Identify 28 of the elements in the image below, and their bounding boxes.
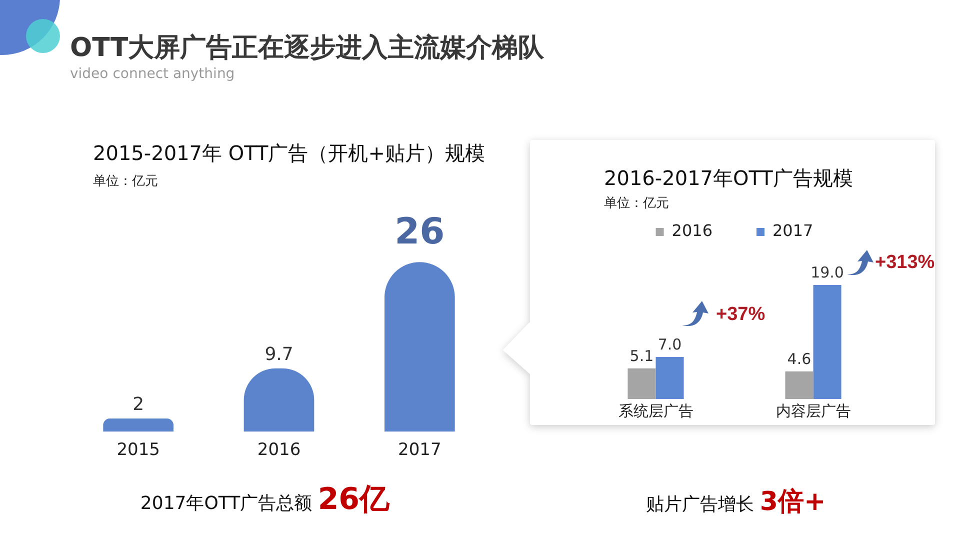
data-label: 4.6 (787, 350, 812, 368)
data-label: 5.1 (630, 346, 654, 365)
data-label: 7.0 (658, 335, 682, 354)
text: OTT大屏广告正在逐步进入主流媒介梯队 (70, 33, 544, 63)
bar (656, 357, 684, 399)
data-label: 2 (132, 394, 144, 416)
x-tick-label: 2015 (116, 440, 160, 460)
text: 2017年OTT广告总额 26亿 (140, 482, 390, 517)
chart-subtitle: 单位：亿元 (93, 174, 158, 189)
data-label: 9.7 (264, 344, 294, 366)
x-tick-label: 系统层广告 (618, 402, 694, 420)
chart-title: 2015-2017年 OTT广告（开机+贴片）规模 (93, 141, 485, 165)
chart-subtitle: 单位：亿元 (604, 196, 669, 211)
x-tick-label: 内容层广告 (776, 402, 851, 420)
data-label: 19.0 (810, 263, 844, 282)
bar (785, 371, 814, 399)
data-label: 26 (394, 211, 445, 252)
legend-label: 2016 (672, 221, 712, 240)
chart-title: 2016-2017年OTT广告规模 (604, 166, 853, 190)
text: 贴片广告增长 3倍+ (646, 487, 826, 517)
text: +313% (875, 252, 935, 273)
x-tick-label: 2016 (257, 440, 301, 460)
legend-label: 2017 (772, 221, 814, 240)
x-tick-label: 2017 (398, 440, 442, 460)
bar (813, 285, 842, 399)
bar (628, 368, 656, 399)
text: video connect anything (70, 66, 235, 82)
annotation: +37% (716, 304, 766, 325)
